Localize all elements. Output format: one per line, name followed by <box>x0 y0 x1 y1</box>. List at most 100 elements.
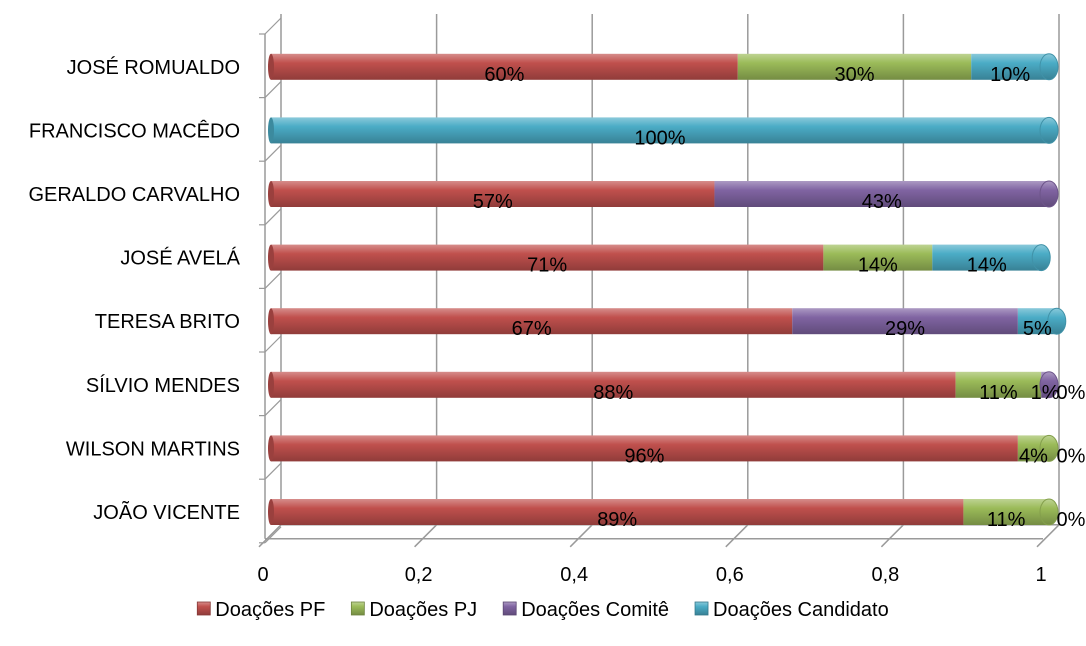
x-gridline-floor <box>725 524 749 548</box>
bar-end-cap-outline <box>1039 53 1059 81</box>
bar-start-cap <box>268 371 274 398</box>
x-tick-label: 0,4 <box>560 564 588 586</box>
data-label: 11% <box>987 509 1026 531</box>
bar-segment <box>271 244 824 271</box>
bar-segment <box>714 181 1049 207</box>
bar-segment <box>271 117 1049 144</box>
bar-end-cap <box>1040 53 1058 80</box>
x-tick-labels: 0 0,2 0,4 0,6 0,8 1 <box>257 564 1046 586</box>
legend-label: Doações Comitê <box>521 599 669 621</box>
bar-start-cap <box>268 244 274 271</box>
x-gridline-floor <box>414 524 438 548</box>
bar-end-cap <box>1040 181 1058 207</box>
data-label: 43% <box>862 191 902 213</box>
legend-swatch <box>196 601 211 616</box>
wall-grid-line <box>264 462 282 480</box>
data-label: 10% <box>990 64 1030 86</box>
bar-end-cap-outline <box>1031 244 1051 272</box>
category-label: JOSÉ AVELÁ <box>120 247 240 270</box>
bar-start-cap <box>268 53 274 80</box>
category-label: JOÃO VICENTE <box>93 500 240 524</box>
data-label: 14% <box>967 255 1007 277</box>
data-label: 100% <box>634 127 685 149</box>
bar-segment <box>271 53 738 80</box>
category-label: WILSON MARTINS <box>66 438 240 460</box>
bar-start-cap <box>268 308 274 335</box>
data-label: 96% <box>624 445 664 467</box>
legend-label: Doações PJ <box>369 599 477 621</box>
data-labels: 60% 30% 10% 100% 57% 43% 71% 14% 14% 67% 29% 5% 88% 1… <box>473 64 1086 531</box>
x-tick-label: 0,2 <box>405 564 433 586</box>
bar-start-cap <box>268 499 274 525</box>
legend: Doações PF Doações PJ Doações Comitê Doaçõe… <box>196 599 889 621</box>
data-label: 71% <box>527 255 567 277</box>
data-label: 0% <box>1057 509 1086 531</box>
bar-segment <box>737 53 972 80</box>
legend-swatch <box>502 601 517 616</box>
bar-segment <box>792 308 1018 335</box>
category-label: SÍLVIO MENDES <box>86 374 240 397</box>
data-label: 57% <box>473 191 513 213</box>
x-tick-label: 0 <box>257 564 268 586</box>
bars <box>268 53 1067 526</box>
bar-segment <box>955 371 1042 398</box>
data-label: 67% <box>512 318 552 340</box>
x-tick-label: 0,8 <box>871 564 899 586</box>
legend-swatch <box>694 601 709 616</box>
bar-segment <box>271 435 1018 462</box>
bar-end-cap <box>1040 371 1058 398</box>
x-gridline-floor <box>258 524 282 548</box>
legend-item: Doações Comitê <box>502 599 669 621</box>
data-label: 14% <box>858 255 898 277</box>
bar-segment <box>971 53 1049 80</box>
bar-segment <box>963 499 1049 525</box>
category-label: JOSÉ ROMUALDO <box>67 56 240 79</box>
bar-segment <box>932 244 1042 271</box>
wall-grid-line <box>264 526 282 544</box>
bar-segment <box>271 308 793 335</box>
data-label: 89% <box>597 509 637 531</box>
bar-segment <box>823 244 933 271</box>
wall-grid-line <box>264 399 282 417</box>
data-label: 5% <box>1023 318 1052 340</box>
bar-segment <box>271 499 964 525</box>
wall-grid-line <box>264 335 282 353</box>
category-labels: JOSÉ ROMUALDO FRANCISCO MACÊDO GERALDO CAR… <box>28 56 240 524</box>
bar-end-cap-outline <box>1039 498 1059 526</box>
legend-item: Doações PJ <box>350 599 477 621</box>
category-label: TERESA BRITO <box>95 311 240 333</box>
legend-item: Doações Candidato <box>694 599 889 621</box>
legend-item: Doações PF <box>196 599 325 621</box>
bar-end-cap-outline <box>1039 180 1059 208</box>
category-label: GERALDO CARVALHO <box>28 184 240 206</box>
x-tick-label: 0,6 <box>716 564 744 586</box>
legend-label: Doações PF <box>215 599 325 621</box>
data-label: 0% <box>1057 382 1086 404</box>
bar-end-cap <box>1040 117 1058 144</box>
x-tick-label: 1 <box>1035 564 1046 586</box>
data-label: 11% <box>979 382 1018 404</box>
bar-start-cap <box>268 117 274 144</box>
data-label: 60% <box>484 64 524 86</box>
bar-end-cap <box>1032 244 1051 271</box>
data-label: 0% <box>1057 445 1086 467</box>
bar-segment <box>271 181 715 207</box>
x-gridline-floor <box>569 524 593 548</box>
bar-start-cap <box>268 435 274 462</box>
legend-swatch <box>350 601 365 616</box>
data-label: 1% <box>1031 382 1060 404</box>
bar-start-cap <box>268 181 274 207</box>
wall-grid-line <box>264 81 282 99</box>
bar-segment <box>271 371 956 398</box>
category-label: FRANCISCO MACÊDO <box>29 119 240 142</box>
x-gridline-floor <box>880 524 904 548</box>
data-label: 30% <box>834 64 874 86</box>
bar-end-cap <box>1040 499 1058 525</box>
data-label: 88% <box>593 382 633 404</box>
bar-end-cap-outline <box>1047 307 1067 335</box>
wall-grid-line <box>264 271 282 289</box>
bar-end-cap-outline <box>1039 434 1059 462</box>
legend-label: Doações Candidato <box>713 599 889 621</box>
